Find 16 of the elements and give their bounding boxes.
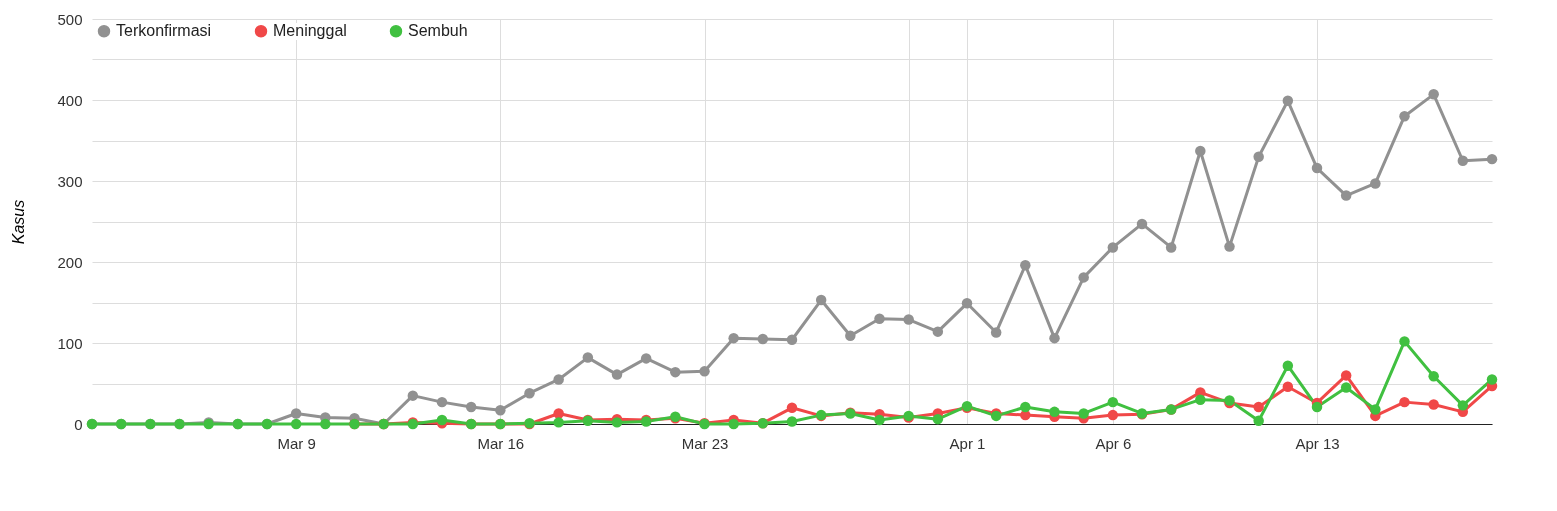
x-tick-label: Mar 9 — [277, 434, 316, 452]
x-tick-label: Mar 23 — [681, 434, 729, 452]
y-tick-label: 0 — [74, 415, 83, 433]
y-axis-title: Kasus — [10, 199, 28, 245]
y-tick-label: 200 — [57, 253, 83, 271]
x-tick-label: Apr 6 — [1095, 434, 1132, 452]
y-tick-label: 400 — [57, 91, 83, 109]
x-tick-label: Apr 1 — [949, 434, 986, 452]
y-tick-label: 300 — [57, 172, 83, 190]
x-tick-label: Apr 13 — [1295, 434, 1340, 452]
y-tick-label: 500 — [57, 10, 83, 28]
legend-label: Terkonfirmasi — [116, 22, 212, 40]
legend-label: Meninggal — [273, 22, 347, 40]
x-tick-label: Mar 16 — [477, 434, 525, 452]
legend-label: Sembuh — [408, 22, 468, 40]
y-tick-label: 100 — [57, 334, 83, 352]
